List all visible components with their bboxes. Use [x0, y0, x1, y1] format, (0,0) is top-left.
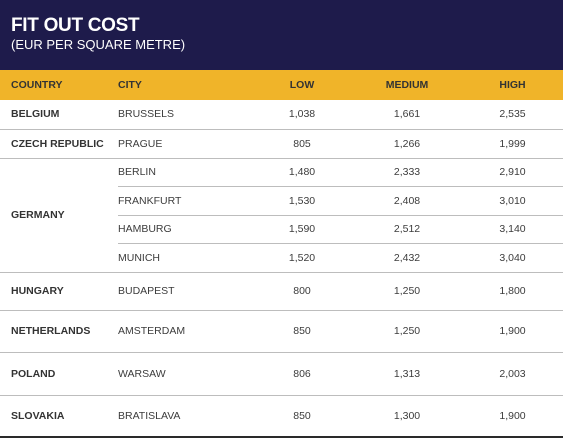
- country-cell: BELGIUM: [0, 100, 118, 130]
- high-cost-cell: 3,140: [462, 215, 563, 244]
- table-row: HUNGARY BUDAPEST 800 1,250 1,800: [0, 272, 563, 311]
- city-cell: WARSAW: [118, 352, 252, 396]
- medium-cost-cell: 1,300: [352, 395, 462, 438]
- table-row: NETHERLANDS AMSTERDAM 850 1,250 1,900: [0, 310, 563, 353]
- column-header-high: HIGH: [462, 70, 563, 100]
- city-cell: BUDAPEST: [118, 272, 252, 311]
- high-cost-cell: 2,910: [462, 158, 563, 187]
- medium-cost-cell: 1,313: [352, 352, 462, 396]
- low-cost-cell: 806: [252, 352, 352, 396]
- column-header-medium: MEDIUM: [352, 70, 462, 100]
- country-cell: CZECH REPUBLIC: [0, 129, 118, 159]
- high-cost-cell: 2,535: [462, 100, 563, 130]
- table-header: COUNTRY CITY LOW MEDIUM HIGH: [0, 70, 563, 100]
- medium-cost-cell: 1,266: [352, 129, 462, 159]
- low-cost-cell: 1,480: [252, 158, 352, 187]
- high-cost-cell: 3,040: [462, 243, 563, 273]
- city-cell: HAMBURG: [118, 215, 252, 244]
- table-row: CZECH REPUBLIC PRAGUE 805 1,266 1,999: [0, 129, 563, 159]
- high-cost-cell: 2,003: [462, 352, 563, 396]
- medium-cost-cell: 2,432: [352, 243, 462, 273]
- low-cost-cell: 800: [252, 272, 352, 311]
- low-cost-cell: 1,590: [252, 215, 352, 244]
- table-row: SLOVAKIA BRATISLAVA 850 1,300 1,900: [0, 395, 563, 438]
- table-row: FRANKFURT 1,530 2,408 3,010: [0, 186, 563, 216]
- table-row: MUNICH 1,520 2,432 3,040: [0, 243, 563, 273]
- table-row: BELGIUM BRUSSELS 1,038 1,661 2,535: [0, 100, 563, 130]
- medium-cost-cell: 2,333: [352, 158, 462, 187]
- high-cost-cell: 3,010: [462, 186, 563, 216]
- low-cost-cell: 1,038: [252, 100, 352, 130]
- country-cell: SLOVAKIA: [0, 395, 118, 438]
- city-cell: BRATISLAVA: [118, 395, 252, 438]
- medium-cost-cell: 2,408: [352, 186, 462, 216]
- medium-cost-cell: 1,661: [352, 100, 462, 130]
- table-subtitle: (EUR PER SQUARE METRE): [11, 37, 186, 52]
- low-cost-cell: 1,530: [252, 186, 352, 216]
- city-cell: BRUSSELS: [118, 100, 252, 130]
- low-cost-cell: 850: [252, 395, 352, 438]
- table-row: HAMBURG 1,590 2,512 3,140: [0, 215, 563, 244]
- medium-cost-cell: 1,250: [352, 272, 462, 311]
- table-body: BELGIUM BRUSSELS 1,038 1,661 2,535 CZECH REPU…: [0, 100, 563, 438]
- table-row: POLAND WARSAW 806 1,313 2,003: [0, 352, 563, 396]
- city-cell: FRANKFURT: [118, 186, 252, 216]
- high-cost-cell: 1,900: [462, 395, 563, 438]
- low-cost-cell: 1,520: [252, 243, 352, 273]
- country-cell: NETHERLANDS: [0, 310, 118, 353]
- low-cost-cell: 805: [252, 129, 352, 159]
- header-row: COUNTRY CITY LOW MEDIUM HIGH: [0, 70, 563, 100]
- city-cell: PRAGUE: [118, 129, 252, 159]
- country-cell: HUNGARY: [0, 272, 118, 311]
- title-banner: FIT OUT COST (EUR PER SQUARE METRE): [0, 0, 563, 70]
- medium-cost-cell: 2,512: [352, 215, 462, 244]
- fit-out-cost-table: COUNTRY CITY LOW MEDIUM HIGH BELGIUM BRUS…: [0, 70, 563, 438]
- column-header-city: CITY: [118, 70, 252, 100]
- city-cell: MUNICH: [118, 243, 252, 273]
- column-header-low: LOW: [252, 70, 352, 100]
- city-cell: BERLIN: [118, 158, 252, 187]
- country-cell: POLAND: [0, 352, 118, 396]
- column-header-country: COUNTRY: [0, 70, 118, 100]
- city-cell: AMSTERDAM: [118, 310, 252, 353]
- high-cost-cell: 1,800: [462, 272, 563, 311]
- table-title: FIT OUT COST: [11, 15, 140, 36]
- country-cell: GERMANY: [0, 158, 118, 273]
- table-row: GERMANY BERLIN 1,480 2,333 2,910: [0, 158, 563, 273]
- medium-cost-cell: 1,250: [352, 310, 462, 353]
- high-cost-cell: 1,999: [462, 129, 563, 159]
- low-cost-cell: 850: [252, 310, 352, 353]
- high-cost-cell: 1,900: [462, 310, 563, 353]
